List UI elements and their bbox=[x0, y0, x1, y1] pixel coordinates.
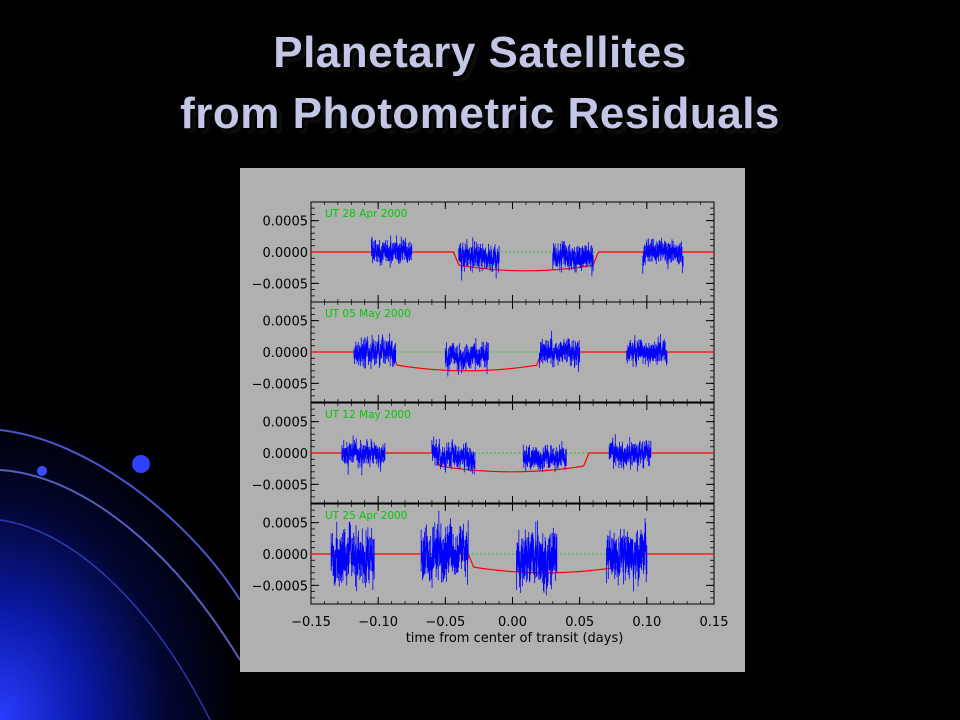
data-series bbox=[626, 341, 668, 359]
y-tick-label: 0.0000 bbox=[263, 447, 309, 462]
slide-title-line-1: Planetary Satellites bbox=[273, 28, 687, 77]
x-tick-label: −0.05 bbox=[425, 615, 465, 630]
panel-label: UT 25 Apr 2000 bbox=[325, 510, 407, 522]
data-series bbox=[420, 531, 469, 573]
decorative-dot bbox=[132, 455, 150, 473]
panel-label: UT 05 May 2000 bbox=[325, 308, 411, 320]
slide-title-line-2: from Photometric Residuals bbox=[180, 89, 780, 138]
y-tick-label: 0.0000 bbox=[263, 246, 309, 261]
data-series bbox=[444, 347, 489, 368]
y-tick-label: 0.0000 bbox=[263, 346, 309, 361]
data-series bbox=[341, 443, 386, 468]
y-tick-label: 0.0005 bbox=[263, 416, 309, 431]
decorative-arc bbox=[0, 519, 211, 720]
x-tick-label: −0.10 bbox=[358, 615, 398, 630]
x-tick-label: 0.00 bbox=[498, 615, 527, 630]
data-series bbox=[606, 534, 648, 578]
data-series bbox=[538, 339, 581, 367]
data-series bbox=[431, 445, 476, 469]
decorative-arc bbox=[0, 429, 241, 601]
y-tick-label: −0.0005 bbox=[252, 277, 308, 292]
x-tick-label: 0.15 bbox=[700, 615, 729, 630]
decorative-dot bbox=[37, 466, 47, 476]
x-tick-label: −0.15 bbox=[291, 615, 331, 630]
data-series bbox=[370, 241, 413, 261]
residuals-plot: 0.0005 0.0000 −0.0005 UT 28 Apr 2000 0.0005 0… bbox=[252, 201, 729, 646]
data-series bbox=[516, 537, 558, 582]
data-series bbox=[552, 247, 594, 268]
corner-glow bbox=[0, 410, 240, 720]
y-tick-label: −0.0005 bbox=[252, 377, 308, 392]
y-tick-label: −0.0005 bbox=[252, 478, 308, 493]
decorative-arc bbox=[0, 469, 241, 661]
y-tick-label: 0.0005 bbox=[263, 215, 309, 230]
data-series bbox=[353, 340, 397, 363]
y-tick-label: 0.0005 bbox=[263, 517, 309, 532]
panel-label: UT 28 Apr 2000 bbox=[325, 208, 407, 220]
x-tick-label: 0.05 bbox=[565, 615, 594, 630]
x-tick-label: 0.10 bbox=[632, 615, 661, 630]
data-series bbox=[608, 443, 652, 463]
data-series bbox=[522, 449, 567, 466]
data-series bbox=[330, 535, 375, 576]
data-series bbox=[458, 245, 500, 272]
x-axis-label: time from center of transit (days) bbox=[406, 631, 624, 646]
y-tick-label: −0.0005 bbox=[252, 579, 308, 594]
chart-figure: 0.0005 0.0000 −0.0005 UT 28 Apr 2000 0.0005 0… bbox=[240, 168, 745, 672]
y-tick-label: 0.0005 bbox=[263, 315, 309, 330]
data-series bbox=[642, 244, 684, 265]
y-tick-label: 0.0000 bbox=[263, 548, 309, 563]
panel-label: UT 12 May 2000 bbox=[325, 409, 411, 421]
